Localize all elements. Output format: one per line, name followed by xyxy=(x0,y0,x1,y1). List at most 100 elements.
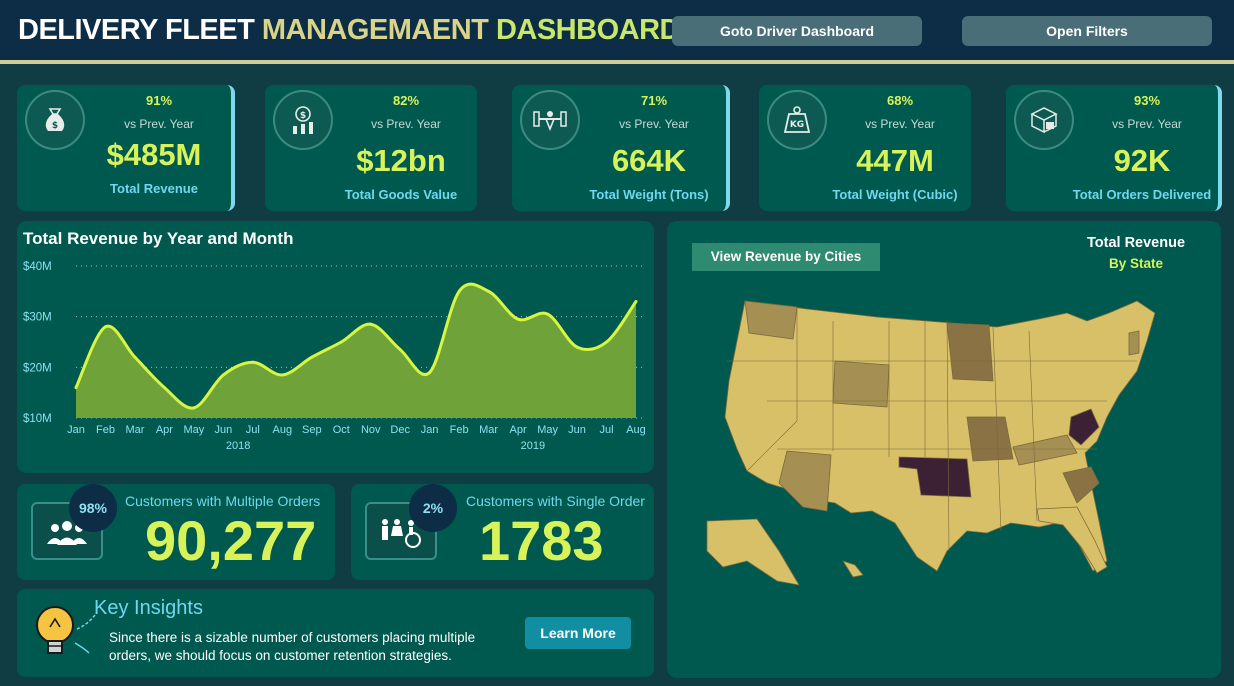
data-point xyxy=(369,322,373,326)
state-alaska xyxy=(706,518,800,586)
x-tick-label: Dec xyxy=(390,424,410,436)
weightlifting-icon xyxy=(520,90,580,150)
open-filters-button[interactable]: Open Filters xyxy=(962,16,1212,46)
data-point xyxy=(280,373,284,377)
x-tick-label: Jul xyxy=(246,424,260,436)
data-point xyxy=(251,360,255,364)
kpi-pct: 68% xyxy=(886,93,914,108)
kpi-vs-label: vs Prev. Year xyxy=(371,117,441,131)
lightbulb-icon xyxy=(36,606,96,654)
title-part-3: DASHBOARD xyxy=(495,14,681,46)
kpi-value: 664K xyxy=(611,143,687,178)
dashboard-title: DELIVERY FLEET MANAGEMAENT DASHBOARD xyxy=(18,14,680,47)
kpi-card-total-weight-tons: 71% vs Prev. Year 664K Total Weight (Ton… xyxy=(512,85,730,211)
kpi-pct: 71% xyxy=(640,93,668,108)
x-tick-label: Apr xyxy=(156,424,173,436)
x-tick-label: Apr xyxy=(510,424,527,436)
money-bag-icon: $ xyxy=(25,90,85,150)
data-point xyxy=(546,312,550,316)
state-arizona xyxy=(778,450,832,512)
x-tick-label: Mar xyxy=(125,424,144,436)
multiple-orders-title: Customers with Multiple Orders xyxy=(125,493,321,509)
x-tick-label: Jul xyxy=(599,424,613,436)
kpi-value: $485M xyxy=(106,137,202,172)
kpi-vs-label: vs Prev. Year xyxy=(124,117,194,131)
title-part-1: DELIVERY FLEET xyxy=(18,14,255,46)
data-point xyxy=(162,386,166,390)
x-tick-label: May xyxy=(537,424,558,436)
state-west-virginia xyxy=(1068,408,1100,446)
data-point xyxy=(221,373,225,377)
key-insights-panel: Key Insights Since there is a sizable nu… xyxy=(17,589,654,677)
state-south-carolina xyxy=(1062,466,1100,504)
data-point xyxy=(103,325,107,329)
x-tick-label: Feb xyxy=(450,424,469,436)
data-point xyxy=(516,317,520,321)
data-point xyxy=(457,289,461,293)
kpi-value: 447M xyxy=(856,143,934,178)
single-order-pct-badge: 2% xyxy=(409,484,457,532)
kpi-value: $12bn xyxy=(356,143,446,178)
data-point xyxy=(192,406,196,410)
revenue-map-panel: View Revenue by Cities Total Revenue By … xyxy=(667,221,1221,678)
us-states-map[interactable] xyxy=(667,221,1221,678)
boxes-icon xyxy=(1014,90,1074,150)
kpi-label: Total Orders Delivered xyxy=(1072,187,1212,202)
x-tick-label: May xyxy=(184,424,205,436)
y-tick-label: $20M xyxy=(23,362,52,374)
customers-single-card: 2% Customers with Single Order 1783 xyxy=(351,484,654,580)
view-revenue-by-cities-button[interactable]: View Revenue by Cities xyxy=(692,243,880,271)
x-tick-label: Feb xyxy=(96,424,115,436)
kpi-vs-label: vs Prev. Year xyxy=(865,117,935,131)
title-part-2: MANAGEMAENT xyxy=(261,14,489,46)
y-tick-label: $30M xyxy=(23,312,52,324)
x-tick-label: Jan xyxy=(421,424,439,436)
kpi-vs-label: vs Prev. Year xyxy=(1112,117,1182,131)
header-bar: DELIVERY FLEET MANAGEMAENT DASHBOARD Got… xyxy=(0,0,1234,64)
multiple-orders-pct-badge: 98% xyxy=(69,484,117,532)
x-tick-label: Aug xyxy=(273,424,293,436)
x-tick-label: Aug xyxy=(626,424,646,436)
state-minnesota xyxy=(946,322,994,382)
state-wyoming xyxy=(832,360,890,408)
x-tick-label: Jun xyxy=(214,424,232,436)
svg-text:KG: KG xyxy=(790,120,804,130)
year-label: 2019 xyxy=(521,440,545,452)
data-point xyxy=(487,289,491,293)
chart-title: Total Revenue by Year and Month xyxy=(23,229,294,248)
x-tick-label: Jun xyxy=(568,424,586,436)
kpi-label: Total Revenue xyxy=(110,181,198,196)
map-title: Total Revenue xyxy=(1086,235,1186,251)
single-order-title: Customers with Single Order xyxy=(466,493,645,509)
data-point xyxy=(133,355,137,359)
data-point xyxy=(74,386,78,390)
kpi-pct: 91% xyxy=(145,93,173,108)
kpi-value: 92K xyxy=(1113,143,1171,178)
state-missouri xyxy=(966,416,1014,462)
kpi-vs-label: vs Prev. Year xyxy=(619,117,689,131)
revenue-area-fill xyxy=(76,284,636,418)
goto-driver-dashboard-button[interactable]: Goto Driver Dashboard xyxy=(672,16,922,46)
y-tick-label: $10M xyxy=(23,413,52,425)
data-point xyxy=(398,348,402,352)
kpi-card-total-goods-value: $ 82% vs Prev. Year $12bn Total Goods Va… xyxy=(265,85,477,211)
key-insights-text: Since there is a sizable number of custo… xyxy=(109,630,476,663)
state-florida xyxy=(1036,506,1108,574)
learn-more-button[interactable]: Learn More xyxy=(525,617,631,649)
x-tick-label: Jan xyxy=(67,424,85,436)
x-tick-label: Sep xyxy=(302,424,322,436)
data-point xyxy=(634,299,638,303)
kg-weight-icon: KG xyxy=(767,90,827,150)
svg-text:$: $ xyxy=(52,121,58,131)
state-hawaii xyxy=(842,560,864,578)
kpi-card-total-weight-cubic: KG 68% vs Prev. Year 447M Total Weight (… xyxy=(759,85,971,211)
kpi-pct: 82% xyxy=(392,93,420,108)
revenue-chart-panel: Total Revenue by Year and Month $10M $20M… xyxy=(17,221,654,473)
revenue-area-chart: $10M $20M $30M $40M Jan Feb Mar Apr May Jun Jul Aug… xyxy=(23,261,646,452)
svg-text:$: $ xyxy=(300,111,306,121)
kpi-card-total-orders-delivered: 93% vs Prev. Year 92K Total Orders Deliv… xyxy=(1006,85,1222,211)
x-tick-label: Mar xyxy=(479,424,498,436)
key-insights-title: Key Insights xyxy=(94,597,203,619)
map-subtitle: By State xyxy=(1108,256,1164,271)
single-order-value: 1783 xyxy=(479,509,604,572)
